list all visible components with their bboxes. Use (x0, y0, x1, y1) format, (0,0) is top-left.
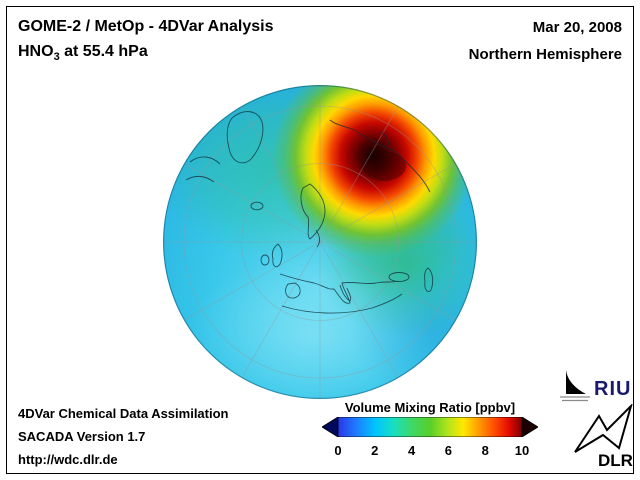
riu-waves-icon (560, 396, 590, 402)
coastlines (185, 111, 434, 314)
colorbar-left-arrow (322, 417, 339, 437)
riu-text: RIU (594, 378, 631, 400)
riu-sail-icon (566, 370, 586, 394)
colorbar-tick: 6 (444, 443, 453, 458)
dlr-text: DLR (598, 451, 633, 470)
riu-logo: RIU (560, 370, 631, 402)
hotspot-dark-core (362, 151, 406, 181)
footer-credits: 4DVar Chemical Data Assimilation SACADA … (18, 402, 229, 471)
hemisphere-label: Northern Hemisphere (468, 46, 622, 63)
assimilation-label: 4DVar Chemical Data Assimilation (18, 406, 229, 421)
globe-rim (163, 85, 477, 399)
colorbar-tick-labels: 0 2 4 6 8 10 (322, 443, 538, 459)
header-right: Mar 20, 2008 Northern Hemisphere (469, 14, 622, 68)
colorbar (322, 417, 538, 437)
colorbar-tick: 10 (514, 443, 530, 458)
globe-map (163, 85, 477, 399)
species-name: HNO (18, 43, 54, 60)
colorbar-tick: 0 (334, 443, 342, 458)
dlr-logo: DLR (574, 404, 633, 470)
colorbar-title: Volume Mixing Ratio [ppbv] (344, 400, 516, 415)
date-label: Mar 20, 2008 (532, 19, 622, 36)
page-title: GOME-2 / MetOp - 4DVar Analysis (18, 18, 274, 35)
pressure-level: at 55.4 hPa (59, 43, 148, 60)
colorbar-right-arrow (521, 417, 538, 437)
colorbar-bar (337, 417, 523, 437)
header-left: GOME-2 / MetOp - 4DVar Analysis HNO3 at … (18, 14, 273, 70)
version-label: SACADA Version 1.7 (18, 429, 146, 444)
species-subscript: 3 (53, 51, 60, 64)
dlr-bird-icon (574, 404, 633, 453)
url-label: http://wdc.dlr.de (18, 452, 118, 467)
colorbar-tick: 2 (371, 443, 379, 458)
colorbar-tick: 4 (407, 443, 416, 458)
colorbar-tick: 8 (481, 443, 489, 458)
species-level-label: HNO3 at 55.4 hPa (18, 39, 273, 70)
graticule (163, 85, 477, 399)
